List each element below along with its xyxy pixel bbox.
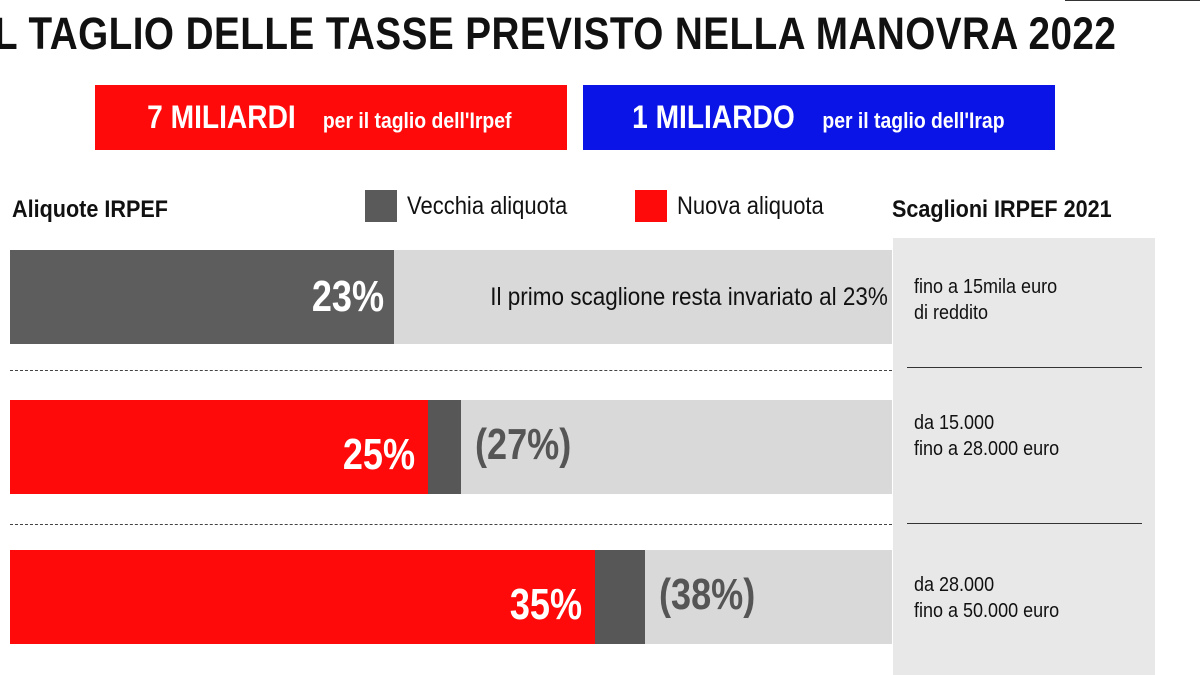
top-rule — [1065, 0, 1200, 1]
bracket-1: fino a 15mila euro di reddito — [914, 274, 1057, 326]
bracket-3: da 28.000 fino a 50.000 euro — [914, 572, 1059, 624]
legend-new: Nuova aliquota — [635, 190, 844, 222]
row-separator — [10, 370, 892, 371]
aliquote-label: Aliquote IRPEF — [12, 196, 169, 223]
irap-amount: 1 MILIARDO — [632, 99, 795, 135]
bracket-divider — [907, 523, 1142, 524]
irpef-amount: 7 MILIARDI — [147, 99, 297, 135]
bar-new-label-3: 35% — [510, 580, 583, 629]
brackets-panel — [893, 238, 1155, 675]
bar-unchanged-1 — [10, 250, 395, 344]
irap-cut-box: 1 MILIARDO per il taglio dell'Irap — [583, 85, 1055, 150]
bracket-3-line2: fino a 50.000 euro — [914, 600, 1060, 622]
bracket-2-line2: fino a 28.000 euro — [914, 438, 1060, 460]
bar-note-1: Il primo scaglione resta invariato al 23… — [490, 283, 888, 311]
legend-old-swatch — [365, 190, 397, 222]
bar-old-2 — [427, 400, 461, 494]
bracket-3-line1: da 28.000 — [914, 574, 995, 596]
bracket-2: da 15.000 fino a 28.000 euro — [914, 410, 1059, 462]
legend-old-label: Vecchia aliquota — [407, 191, 568, 220]
bracket-1-line2: di reddito — [914, 302, 989, 324]
bar-new-3 — [10, 550, 595, 644]
bracket-1-line1: fino a 15mila euro — [914, 276, 1058, 298]
bar-old-label-2: (27%) — [474, 420, 572, 469]
scaglioni-label: Scaglioni IRPEF 2021 — [892, 196, 1112, 223]
bracket-divider — [907, 367, 1142, 368]
page-title: L TAGLIO DELLE TASSE PREVISTO NELLA MANO… — [0, 8, 1117, 59]
row-separator — [10, 524, 892, 525]
bar-new-label-2: 25% — [343, 430, 416, 479]
bar-old-label-3: (38%) — [658, 570, 755, 619]
bar-new-2 — [10, 400, 428, 494]
bracket-2-line1: da 15.000 — [914, 412, 995, 434]
legend-old: Vecchia aliquota — [365, 190, 589, 222]
legend-new-swatch — [635, 190, 667, 222]
legend-new-label: Nuova aliquota — [677, 191, 824, 220]
bar-new-label-1: 23% — [311, 272, 385, 321]
irap-text: per il taglio dell'Irap — [822, 108, 1005, 133]
bar-old-3 — [594, 550, 645, 644]
irpef-text: per il taglio dell'Irpef — [323, 108, 512, 133]
irpef-cut-box: 7 MILIARDI per il taglio dell'Irpef — [95, 85, 567, 150]
